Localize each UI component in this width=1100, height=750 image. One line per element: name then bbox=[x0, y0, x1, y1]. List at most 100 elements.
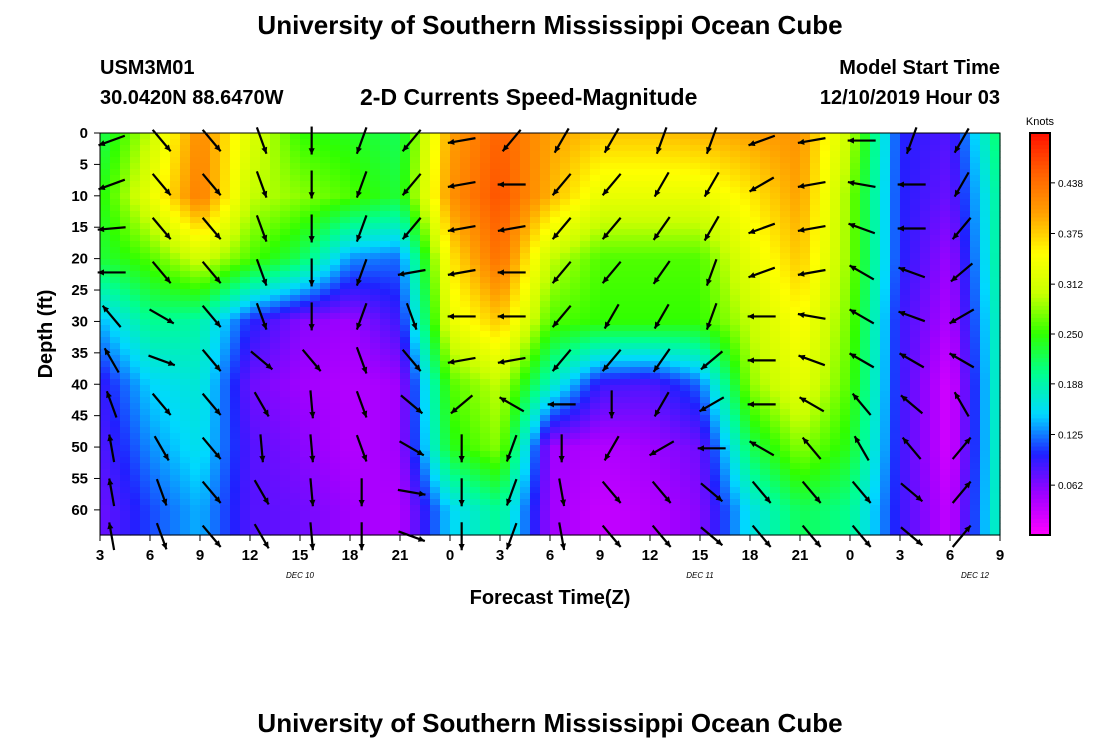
heat-cell bbox=[270, 475, 281, 482]
heat-cell bbox=[580, 451, 591, 458]
heat-cell bbox=[440, 349, 451, 356]
heat-cell bbox=[200, 415, 211, 422]
heat-cell bbox=[620, 529, 631, 536]
heat-cell bbox=[300, 331, 311, 338]
heat-cell bbox=[240, 487, 251, 494]
heat-cell bbox=[730, 481, 741, 488]
heat-cell bbox=[190, 139, 201, 146]
heat-cell bbox=[630, 403, 641, 410]
heat-cell bbox=[800, 133, 811, 140]
heat-cell bbox=[250, 433, 261, 440]
heat-cell bbox=[340, 517, 351, 524]
heat-cell bbox=[730, 241, 741, 248]
heat-cell bbox=[210, 349, 221, 356]
heat-cell bbox=[580, 217, 591, 224]
heat-cell bbox=[410, 451, 421, 458]
heat-cell bbox=[770, 505, 781, 512]
heat-cell bbox=[240, 301, 251, 308]
heat-cell bbox=[660, 457, 671, 464]
heat-cell bbox=[520, 523, 531, 530]
heat-cell bbox=[810, 367, 821, 374]
heat-cell bbox=[570, 301, 581, 308]
heat-cell bbox=[830, 241, 841, 248]
heat-cell bbox=[720, 385, 731, 392]
heat-cell bbox=[120, 469, 131, 476]
heat-cell bbox=[740, 421, 751, 428]
heat-cell bbox=[590, 349, 601, 356]
heat-cell bbox=[100, 421, 111, 428]
heat-cell bbox=[820, 157, 831, 164]
heat-cell bbox=[620, 253, 631, 260]
heat-cell bbox=[280, 265, 291, 272]
heat-cell bbox=[110, 277, 121, 284]
heat-cell bbox=[810, 517, 821, 524]
heat-cell bbox=[760, 337, 771, 344]
heat-cell bbox=[830, 481, 841, 488]
heat-cell bbox=[400, 181, 411, 188]
heat-cell bbox=[760, 139, 771, 146]
heat-cell bbox=[450, 241, 461, 248]
heat-cell bbox=[410, 229, 421, 236]
heat-cell bbox=[330, 289, 341, 296]
heat-cell bbox=[270, 193, 281, 200]
heat-cell bbox=[660, 415, 671, 422]
heat-cell bbox=[720, 409, 731, 416]
heat-cell bbox=[830, 499, 841, 506]
heat-cell bbox=[530, 391, 541, 398]
heat-cell bbox=[710, 343, 721, 350]
heat-cell bbox=[240, 373, 251, 380]
heat-cell bbox=[480, 217, 491, 224]
heat-cell bbox=[480, 409, 491, 416]
heat-cell bbox=[590, 265, 601, 272]
heat-cell bbox=[660, 403, 671, 410]
heat-cell bbox=[410, 175, 421, 182]
heat-cell bbox=[480, 223, 491, 230]
heat-cell bbox=[490, 409, 501, 416]
heat-cell bbox=[360, 529, 371, 536]
heat-cell bbox=[130, 259, 141, 266]
heat-cell bbox=[170, 487, 181, 494]
heat-cell bbox=[520, 253, 531, 260]
heat-cell bbox=[320, 265, 331, 272]
heat-cell bbox=[450, 391, 461, 398]
heat-cell bbox=[270, 211, 281, 218]
heat-cell bbox=[820, 427, 831, 434]
heat-cell bbox=[310, 295, 321, 302]
heat-cell bbox=[400, 445, 411, 452]
heat-cell bbox=[320, 235, 331, 242]
heat-cell bbox=[690, 523, 701, 530]
heat-cell bbox=[330, 499, 341, 506]
heat-cell bbox=[130, 349, 141, 356]
heat-cell bbox=[170, 415, 181, 422]
heat-cell bbox=[240, 325, 251, 332]
heat-cell bbox=[770, 343, 781, 350]
heat-cell bbox=[540, 511, 551, 518]
heat-cell bbox=[430, 211, 441, 218]
heat-cell bbox=[560, 349, 571, 356]
heat-cell bbox=[840, 229, 851, 236]
heat-cell bbox=[630, 193, 641, 200]
heat-cell bbox=[120, 331, 131, 338]
heat-cell bbox=[580, 529, 591, 536]
heat-cell bbox=[480, 349, 491, 356]
heat-cell bbox=[400, 493, 411, 500]
heat-cell bbox=[190, 415, 201, 422]
heat-cell bbox=[100, 403, 111, 410]
heat-cell bbox=[780, 529, 791, 536]
heat-cell bbox=[650, 493, 661, 500]
heat-cell bbox=[650, 523, 661, 530]
heat-cell bbox=[560, 511, 571, 518]
heat-cell bbox=[830, 319, 841, 326]
heat-cell bbox=[400, 415, 411, 422]
heat-cell bbox=[820, 475, 831, 482]
heat-cell bbox=[170, 259, 181, 266]
heat-cell bbox=[320, 385, 331, 392]
heat-cell bbox=[310, 499, 321, 506]
heat-cell bbox=[580, 523, 591, 530]
heat-cell bbox=[810, 355, 821, 362]
heat-cell bbox=[720, 511, 731, 518]
heat-cell bbox=[540, 163, 551, 170]
heat-cell bbox=[830, 133, 841, 140]
heat-cell bbox=[500, 499, 511, 506]
heat-cell bbox=[110, 283, 121, 290]
